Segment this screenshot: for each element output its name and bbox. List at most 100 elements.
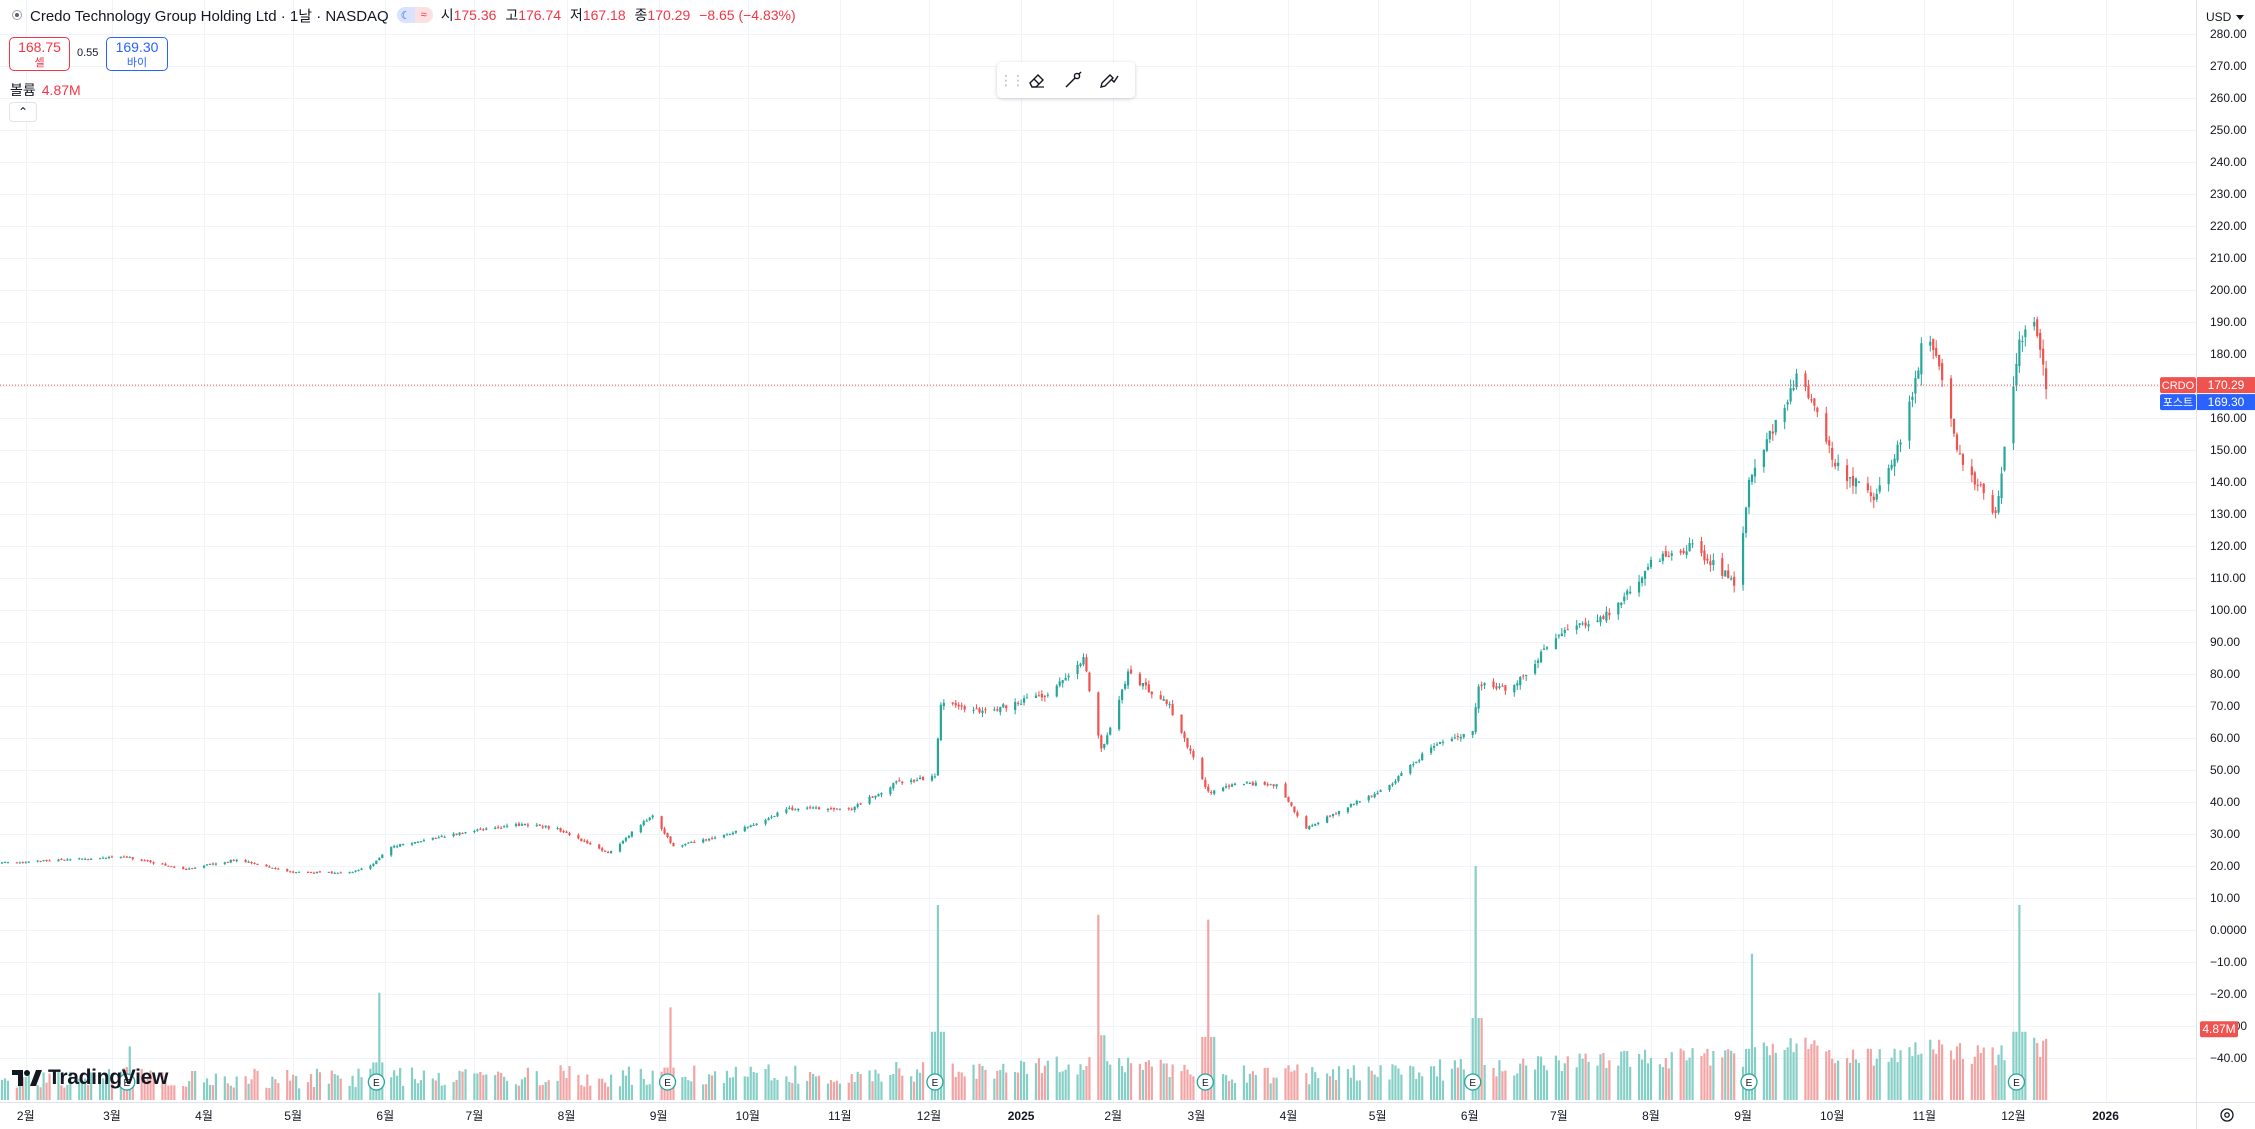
volume-bar [1480, 1018, 1483, 1100]
eraser-icon[interactable] [1019, 65, 1055, 95]
volume-bar [814, 1076, 818, 1100]
volume-bar [1750, 953, 1754, 1100]
candle-body [1670, 553, 1673, 556]
market-status-icon[interactable] [12, 10, 22, 20]
candle-body [1352, 803, 1355, 805]
candle-body [1373, 793, 1376, 798]
volume-bar [1183, 1064, 1186, 1100]
candle-body [464, 832, 467, 834]
candle-body [1587, 624, 1590, 627]
volume-bar [847, 1082, 850, 1100]
volume-bar [1254, 1074, 1257, 1100]
volume-bar [1513, 1075, 1516, 1100]
candle-body [18, 862, 21, 864]
volume-bar [250, 1079, 253, 1100]
time-axis-tick: 7월 [1550, 1109, 1568, 1123]
candle-body [856, 804, 859, 807]
volume-bar [78, 1078, 81, 1100]
volume-bar [244, 1076, 247, 1100]
volume-bar [1961, 1059, 1965, 1100]
earnings-icon[interactable]: E [1740, 1073, 1758, 1091]
volume-bar [1373, 1074, 1376, 1100]
volume-bar [690, 1081, 693, 1100]
candle-body [1263, 781, 1266, 785]
candle-body [122, 856, 125, 858]
candle-body [104, 857, 108, 859]
symbol-title[interactable]: Credo Technology Group Holding Ltd · 1날 … [30, 7, 389, 25]
volume-bar [1608, 1060, 1611, 1100]
svg-text:E: E [1746, 1078, 1753, 1089]
volume-bar [1394, 1065, 1397, 1100]
volume-bar [2003, 1060, 2006, 1100]
earnings-icon[interactable]: E [118, 1073, 136, 1091]
drag-handle-icon[interactable]: ⋮⋮ [999, 71, 1025, 88]
time-axis-tick: 12월 [917, 1109, 941, 1123]
candle-body [993, 709, 996, 711]
volume-bar [1908, 1047, 1911, 1100]
volume-bar [410, 1067, 414, 1100]
brush-icon[interactable] [1055, 65, 1091, 95]
candle-body [336, 872, 339, 874]
volume-bar [1899, 1050, 1902, 1100]
candle-body [1248, 783, 1251, 785]
svg-text:E: E [932, 1078, 939, 1089]
volume-bar [2021, 1031, 2024, 1100]
earnings-icon[interactable]: E [367, 1073, 386, 1091]
volume-bar [479, 1071, 482, 1100]
currency-selector[interactable]: USD [2206, 10, 2244, 24]
buy-button[interactable]: 169.30 바이 [106, 37, 168, 71]
candle-body [1979, 484, 1982, 486]
volume-bar [1851, 1049, 1855, 1100]
volume-bar [1222, 1073, 1225, 1100]
candle-body [1626, 590, 1629, 595]
earnings-icon[interactable]: E [2007, 1073, 2026, 1091]
volume-bar [589, 1085, 592, 1100]
volume-bar [1848, 1062, 1852, 1100]
candle-body [586, 840, 589, 844]
candle-body [1037, 695, 1041, 697]
time-axis-tick: 8월 [558, 1109, 576, 1123]
candle-body [630, 831, 633, 837]
candle-body [164, 863, 167, 866]
pen-check-icon[interactable] [1091, 65, 1127, 95]
earnings-icon[interactable]: E [926, 1073, 944, 1091]
candle-body [45, 859, 48, 861]
candle-body [1539, 651, 1543, 663]
volume-bar [776, 1079, 779, 1100]
volume-bar [348, 1085, 351, 1100]
candle-body [776, 812, 779, 817]
settings-icon[interactable] [2218, 1106, 2236, 1124]
candle-body [898, 780, 901, 782]
volume-bar [859, 1074, 862, 1100]
candle-body [773, 816, 776, 818]
volume-bar [378, 992, 381, 1100]
volume-bar [1866, 1048, 1869, 1100]
candle-body [1955, 434, 1959, 450]
volume-bar [1979, 1053, 1982, 1100]
candle-body [2021, 341, 2024, 343]
delayed-data-icon[interactable]: ≈ [414, 7, 433, 23]
tradingview-logo[interactable]: TradingView [12, 1066, 168, 1090]
volume-legend[interactable]: 볼륨 4.87M [10, 80, 81, 100]
moon-icon[interactable]: ☾ [396, 7, 415, 23]
volume-bar [318, 1072, 322, 1100]
candle-body [2024, 329, 2027, 338]
earnings-icon[interactable]: E [1196, 1073, 1214, 1091]
candle-body [1854, 478, 1858, 487]
earnings-icon[interactable]: E [658, 1073, 677, 1091]
earnings-icon[interactable]: E [1464, 1073, 1482, 1091]
session-badges[interactable]: ☾ ≈ [396, 7, 433, 23]
volume-bar [1450, 1068, 1454, 1100]
time-axis-tick: 11월 [828, 1109, 852, 1123]
collapse-legend-button[interactable]: ⌃ [9, 102, 37, 122]
volume-bar [476, 1073, 479, 1100]
candle-body [734, 830, 737, 833]
candle-body [256, 863, 259, 865]
volume-bar [232, 1087, 235, 1100]
candle-body [1721, 558, 1724, 576]
sell-button[interactable]: 168.75 셀 [9, 37, 70, 71]
candle-body [871, 796, 874, 798]
candle-body [1421, 753, 1424, 760]
candle-body [312, 872, 316, 874]
